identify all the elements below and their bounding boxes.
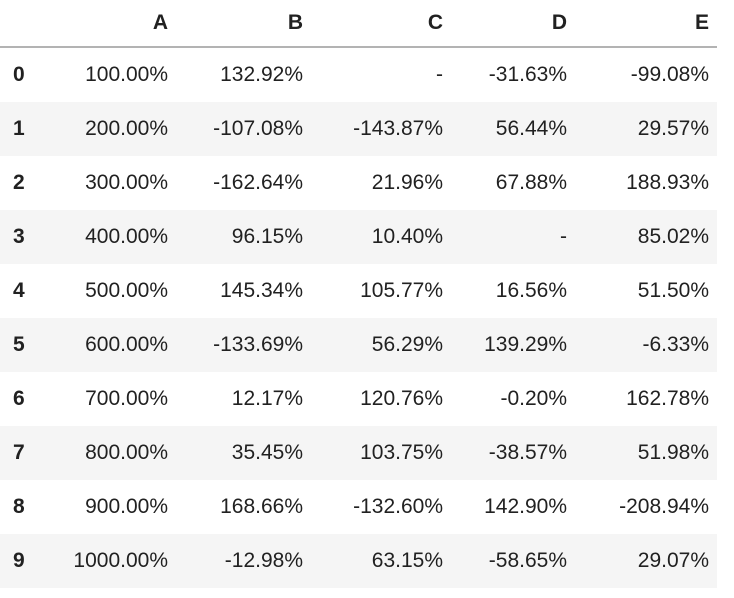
row-index-1: 1 bbox=[13, 117, 25, 140]
cell-D-9: -58.65% bbox=[488, 549, 567, 572]
row-index-5: 5 bbox=[13, 333, 25, 356]
table-row-4: 4 500.00% 145.34% 105.77% 16.56% 51.50% bbox=[0, 264, 717, 318]
cell-C-4: 105.77% bbox=[360, 279, 443, 302]
cell-A-6: 700.00% bbox=[85, 387, 168, 410]
row-index-3: 3 bbox=[13, 225, 25, 248]
cell-E-2: 188.93% bbox=[626, 171, 709, 194]
cell-A-0: 100.00% bbox=[85, 63, 168, 86]
row-index-7: 7 bbox=[13, 441, 25, 464]
cell-E-9: 29.07% bbox=[637, 549, 709, 572]
table-row-8: 8 900.00% 168.66% -132.60% 142.90% -208.94% bbox=[0, 480, 717, 534]
cell-A-8: 900.00% bbox=[85, 495, 168, 518]
cell-B-6: 12.17% bbox=[231, 387, 303, 410]
column-header-C: C bbox=[311, 0, 451, 48]
cell-E-7: 51.98% bbox=[637, 441, 709, 464]
cell-D-6: -0.20% bbox=[500, 387, 567, 410]
table-row-1: 1 200.00% -107.08% -143.87% 56.44% 29.57% bbox=[0, 102, 717, 156]
cell-B-8: 168.66% bbox=[220, 495, 303, 518]
cell-A-9: 1000.00% bbox=[73, 549, 168, 572]
cell-C-8: -132.60% bbox=[353, 495, 443, 518]
cell-B-3: 96.15% bbox=[231, 225, 303, 248]
cell-C-7: 103.75% bbox=[360, 441, 443, 464]
cell-B-5: -133.69% bbox=[213, 333, 303, 356]
cell-A-1: 200.00% bbox=[85, 117, 168, 140]
cell-C-3: 10.40% bbox=[371, 225, 443, 248]
cell-C-6: 120.76% bbox=[360, 387, 443, 410]
cell-D-7: -38.57% bbox=[488, 441, 567, 464]
table-row-6: 6 700.00% 12.17% 120.76% -0.20% 162.78% bbox=[0, 372, 717, 426]
cell-B-7: 35.45% bbox=[231, 441, 303, 464]
row-index-4: 4 bbox=[13, 279, 25, 302]
cell-B-1: -107.08% bbox=[213, 117, 303, 140]
column-header-D: D bbox=[451, 0, 575, 48]
cell-D-1: 56.44% bbox=[495, 117, 567, 140]
cell-E-8: -208.94% bbox=[619, 495, 709, 518]
cell-E-1: 29.57% bbox=[637, 117, 709, 140]
cell-C-0: - bbox=[436, 63, 443, 86]
cell-A-4: 500.00% bbox=[85, 279, 168, 302]
cell-E-4: 51.50% bbox=[637, 279, 709, 302]
cell-A-7: 800.00% bbox=[85, 441, 168, 464]
table-row-0: 0 100.00% 132.92% - -31.63% -99.08% bbox=[0, 47, 717, 102]
cell-C-9: 63.15% bbox=[371, 549, 443, 572]
cell-B-2: -162.64% bbox=[213, 171, 303, 194]
cell-A-2: 300.00% bbox=[85, 171, 168, 194]
cell-E-5: -6.33% bbox=[642, 333, 709, 356]
column-header-E: E bbox=[575, 0, 717, 48]
cell-C-1: -143.87% bbox=[353, 117, 443, 140]
table-row-2: 2 300.00% -162.64% 21.96% 67.88% 188.93% bbox=[0, 156, 717, 210]
cell-D-3: - bbox=[560, 225, 567, 248]
table-row-5: 5 600.00% -133.69% 56.29% 139.29% -6.33% bbox=[0, 318, 717, 372]
cell-D-4: 16.56% bbox=[495, 279, 567, 302]
corner-cell bbox=[0, 0, 40, 48]
cell-D-2: 67.88% bbox=[495, 171, 567, 194]
cell-A-5: 600.00% bbox=[85, 333, 168, 356]
cell-D-0: -31.63% bbox=[488, 63, 567, 86]
row-index-9: 9 bbox=[13, 549, 25, 572]
cell-E-3: 85.02% bbox=[637, 225, 709, 248]
cell-B-0: 132.92% bbox=[220, 63, 303, 86]
table-row-7: 7 800.00% 35.45% 103.75% -38.57% 51.98% bbox=[0, 426, 717, 480]
cell-B-4: 145.34% bbox=[220, 279, 303, 302]
row-index-0: 0 bbox=[13, 63, 25, 86]
cell-C-2: 21.96% bbox=[371, 171, 443, 194]
cell-D-5: 139.29% bbox=[484, 333, 567, 356]
row-index-6: 6 bbox=[13, 387, 25, 410]
cell-E-0: -99.08% bbox=[630, 63, 709, 86]
cell-C-5: 56.29% bbox=[371, 333, 443, 356]
cell-D-8: 142.90% bbox=[484, 495, 567, 518]
column-header-A: A bbox=[40, 0, 176, 48]
cell-A-3: 400.00% bbox=[85, 225, 168, 248]
row-index-2: 2 bbox=[13, 171, 25, 194]
row-index-8: 8 bbox=[13, 495, 25, 518]
cell-B-9: -12.98% bbox=[224, 549, 303, 572]
column-header-B: B bbox=[176, 0, 311, 48]
cell-E-6: 162.78% bbox=[626, 387, 709, 410]
table-row-3: 3 400.00% 96.15% 10.40% - 85.02% bbox=[0, 210, 717, 264]
table-row-9: 9 1000.00% -12.98% 63.15% -58.65% 29.07% bbox=[0, 534, 717, 588]
table-body: 0 100.00% 132.92% - -31.63% -99.08% 1 200.00% -1… bbox=[0, 47, 717, 588]
